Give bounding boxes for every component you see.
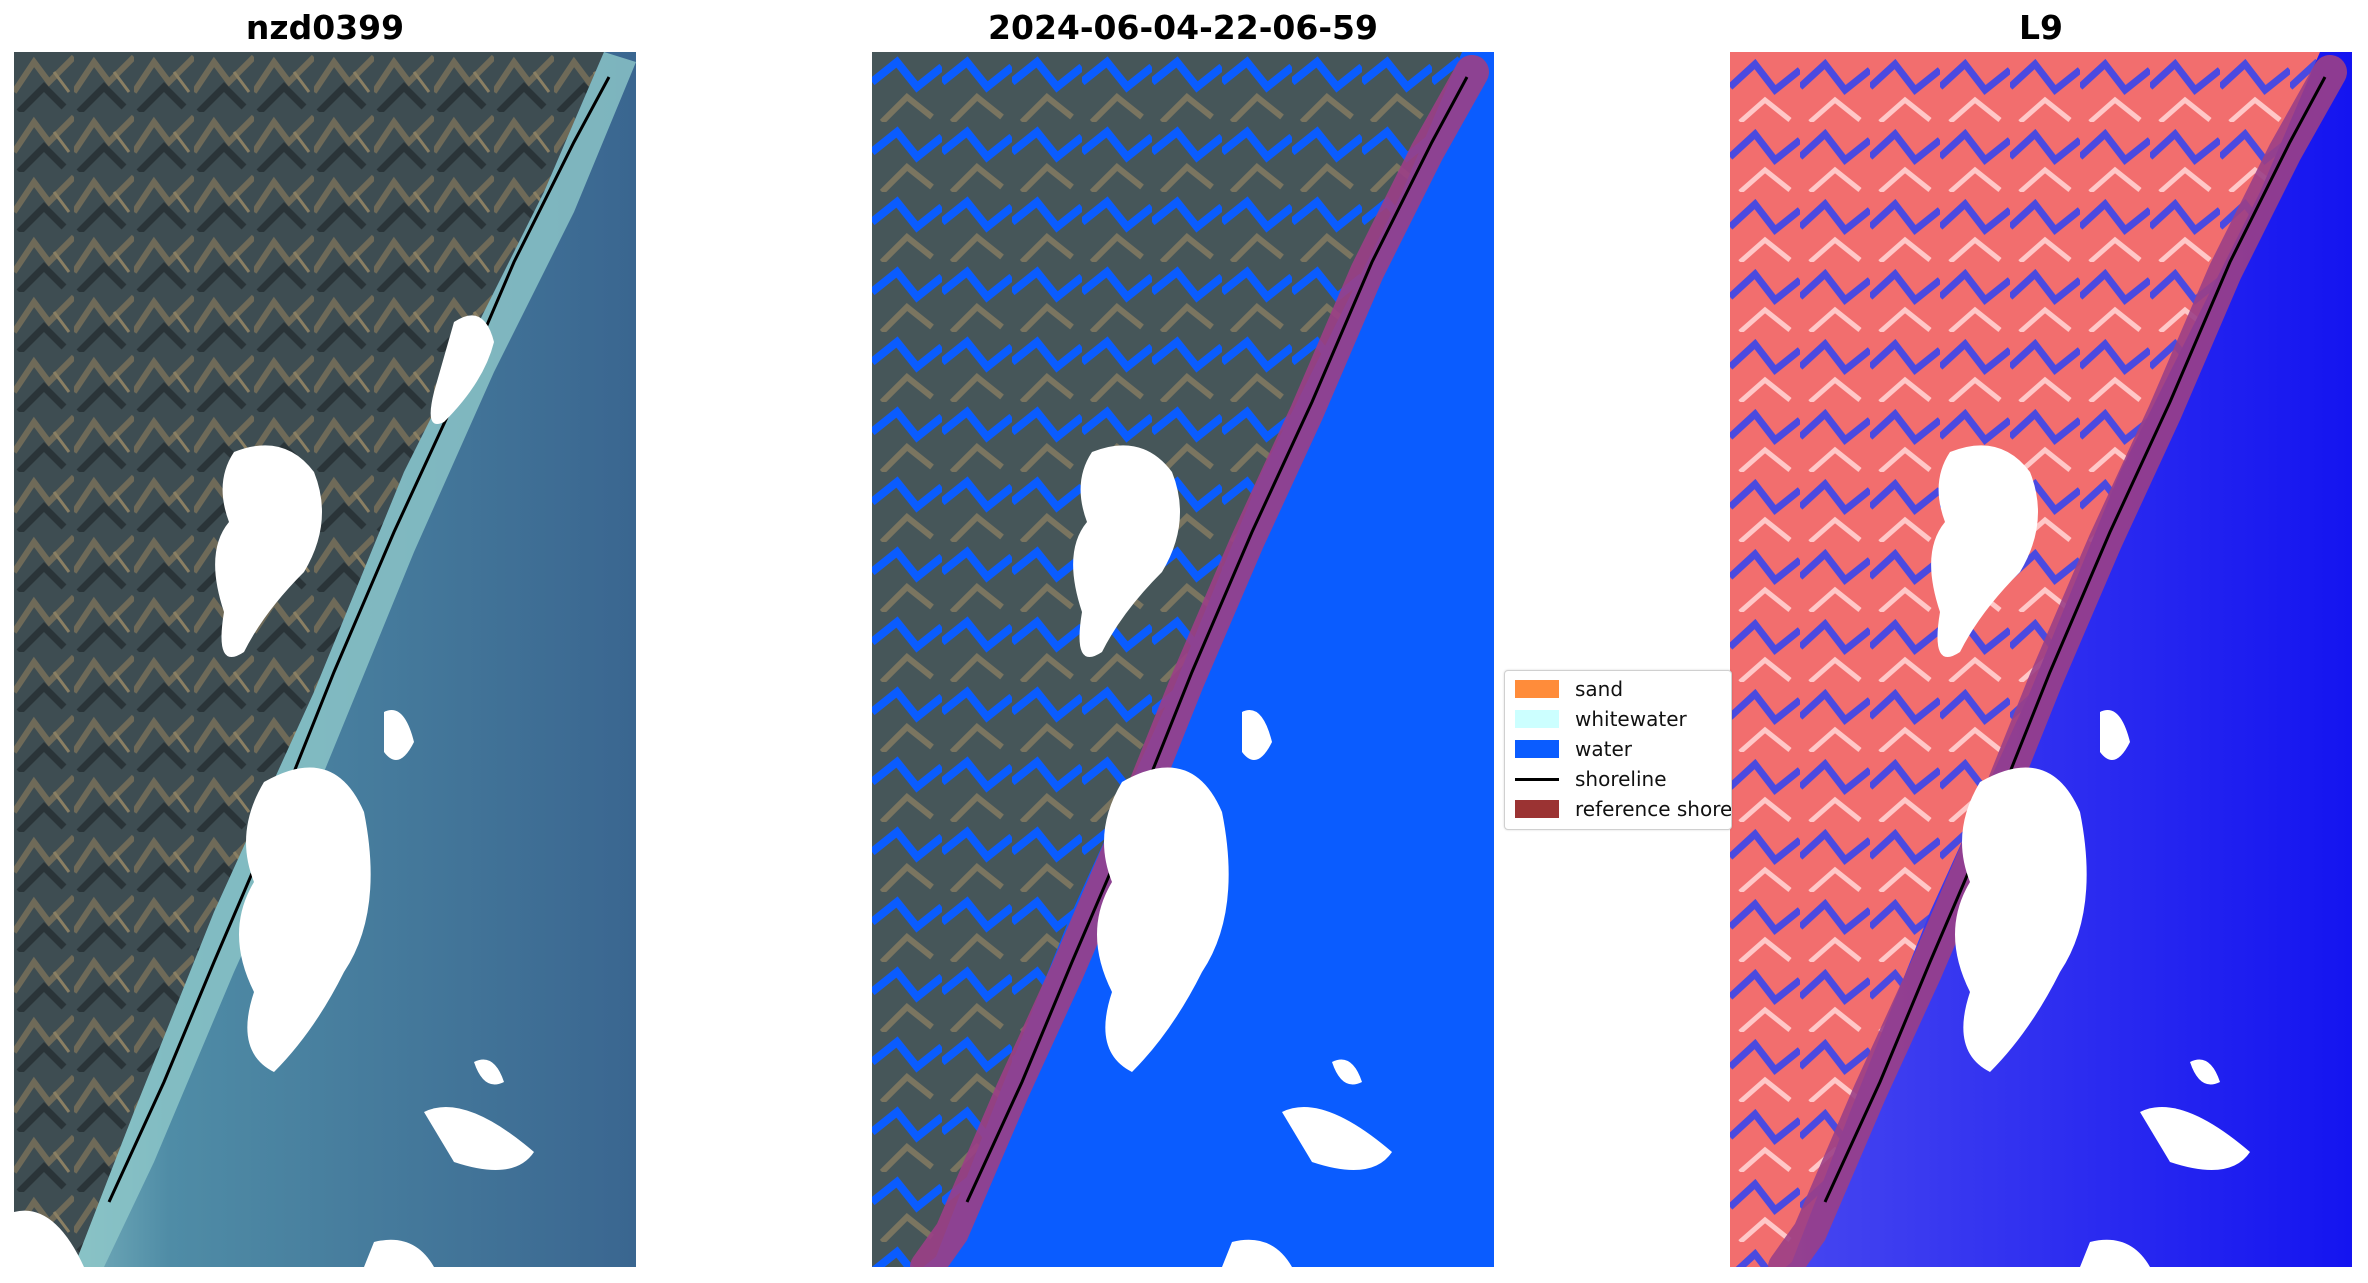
panel-title-index: L9 [2019,8,2063,47]
rgb-image-panel [14,52,636,1267]
legend-item-shoreline: shoreline [1505,764,1667,794]
legend: sand whitewater water shoreline referenc… [1504,670,1732,830]
classification-image-panel [872,52,1494,1267]
reference-shoreline-swatch [1515,800,1559,818]
panel-title-classification: 2024-06-04-22-06-59 [988,8,1378,47]
legend-item-water: water [1505,734,1632,764]
legend-item-reference-shoreline: reference shoreline [1505,794,1732,824]
water-swatch [1515,740,1559,758]
panel-title-rgb: nzd0399 [245,8,405,47]
legend-item-sand: sand [1505,674,1623,704]
legend-label-whitewater: whitewater [1575,707,1687,731]
legend-label-sand: sand [1575,677,1624,701]
shoreline-line-swatch [1515,777,1559,781]
legend-label-reference-shoreline: reference shoreline [1575,797,1732,821]
index-image-panel [1730,52,2352,1267]
legend-item-whitewater: whitewater [1505,704,1687,734]
legend-label-water: water [1575,737,1632,761]
whitewater-swatch [1515,710,1559,728]
legend-label-shoreline: shoreline [1575,767,1667,791]
sand-swatch [1515,680,1559,698]
